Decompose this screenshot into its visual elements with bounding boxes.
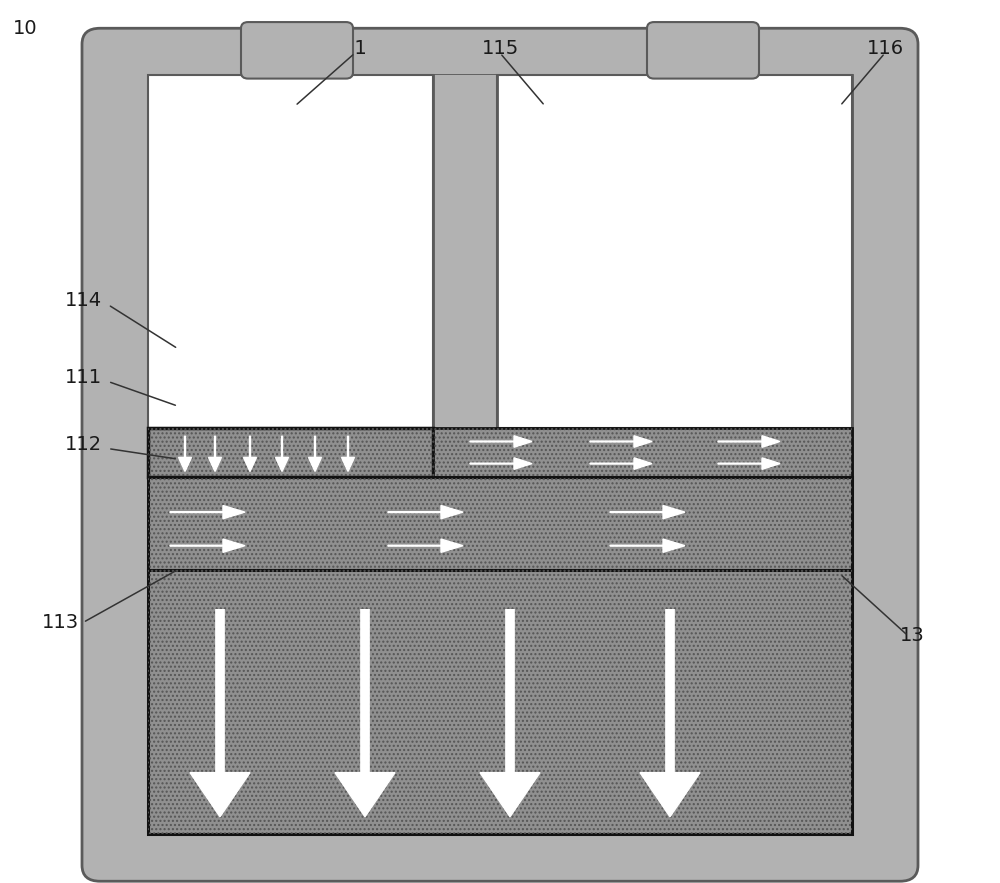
- FancyArrow shape: [718, 436, 780, 447]
- FancyArrow shape: [610, 505, 685, 519]
- Text: 115: 115: [481, 39, 519, 58]
- FancyArrow shape: [388, 505, 463, 519]
- FancyArrow shape: [590, 436, 652, 447]
- Polygon shape: [640, 773, 700, 817]
- Bar: [433, 75, 497, 428]
- Bar: [433, 428, 852, 477]
- Text: 114: 114: [64, 291, 102, 310]
- FancyArrow shape: [244, 436, 256, 472]
- FancyBboxPatch shape: [647, 22, 759, 79]
- Bar: [148, 428, 433, 477]
- FancyArrow shape: [718, 457, 780, 470]
- Bar: [148, 477, 852, 570]
- FancyArrow shape: [388, 539, 463, 553]
- Bar: [497, 75, 852, 428]
- FancyArrow shape: [610, 539, 685, 553]
- FancyArrow shape: [470, 457, 532, 470]
- Polygon shape: [335, 773, 395, 817]
- Text: 112: 112: [64, 434, 102, 454]
- FancyArrow shape: [590, 457, 652, 470]
- Bar: [148, 570, 852, 834]
- Text: 13: 13: [900, 626, 924, 645]
- Text: 113: 113: [41, 613, 79, 632]
- Bar: [433, 428, 852, 477]
- FancyArrow shape: [170, 505, 245, 519]
- Text: 116: 116: [866, 39, 904, 58]
- Bar: [148, 428, 433, 477]
- Text: 10: 10: [13, 19, 37, 38]
- Polygon shape: [480, 773, 540, 817]
- Polygon shape: [190, 773, 250, 817]
- Bar: [148, 570, 852, 834]
- Bar: [148, 75, 852, 834]
- Text: 11: 11: [343, 39, 367, 58]
- Text: 111: 111: [64, 367, 102, 387]
- FancyArrow shape: [275, 436, 288, 472]
- FancyBboxPatch shape: [82, 28, 918, 881]
- FancyArrow shape: [208, 436, 222, 472]
- Bar: [148, 75, 433, 428]
- FancyArrow shape: [178, 436, 192, 472]
- Bar: [148, 477, 852, 570]
- FancyArrow shape: [470, 436, 532, 447]
- FancyArrow shape: [308, 436, 322, 472]
- FancyArrow shape: [341, 436, 354, 472]
- FancyArrow shape: [170, 539, 245, 553]
- FancyBboxPatch shape: [241, 22, 353, 79]
